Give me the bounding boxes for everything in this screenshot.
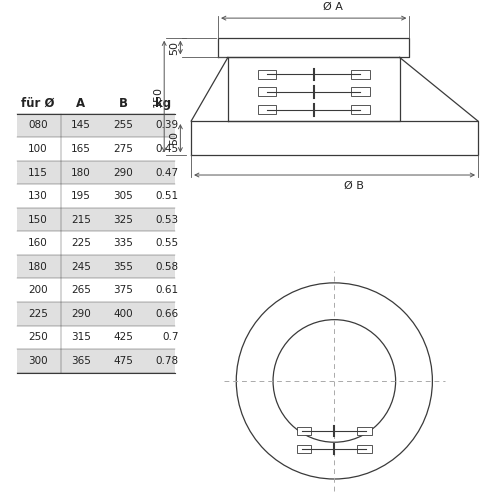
Text: 225: 225	[71, 238, 91, 248]
Text: 475: 475	[113, 356, 133, 366]
Bar	[17, 208, 175, 232]
Text: 0.39: 0.39	[156, 120, 179, 130]
Text: 0.53: 0.53	[156, 214, 179, 224]
Text: 215: 215	[71, 214, 91, 224]
Text: 305: 305	[113, 191, 133, 201]
Text: 0.47: 0.47	[156, 168, 179, 177]
Text: 180: 180	[71, 168, 90, 177]
Text: 290: 290	[71, 309, 90, 319]
Text: 365: 365	[71, 356, 91, 366]
Text: 400: 400	[113, 309, 133, 319]
Text: 0.66: 0.66	[156, 309, 179, 319]
Text: 250: 250	[28, 332, 48, 342]
Text: 150: 150	[152, 86, 162, 107]
Bar	[17, 114, 175, 138]
Text: 275: 275	[113, 144, 133, 154]
Text: 0.45: 0.45	[156, 144, 179, 154]
Bar	[17, 161, 175, 184]
Bar	[296, 444, 312, 452]
Text: 355: 355	[113, 262, 133, 272]
Circle shape	[273, 320, 396, 442]
Text: 0.58: 0.58	[156, 262, 179, 272]
Text: 225: 225	[28, 309, 48, 319]
Text: 255: 255	[113, 120, 133, 130]
Bar	[17, 349, 175, 372]
Bar	[17, 255, 175, 278]
Bar	[358, 444, 372, 452]
Text: 0.55: 0.55	[156, 238, 179, 248]
Text: 200: 200	[28, 285, 48, 295]
Text: 145: 145	[71, 120, 91, 130]
Text: 50: 50	[170, 131, 179, 145]
Circle shape	[236, 283, 432, 479]
Text: 160: 160	[28, 238, 48, 248]
Text: B: B	[118, 97, 128, 110]
Text: A: A	[76, 97, 86, 110]
Text: 195: 195	[71, 191, 91, 201]
Bar	[258, 106, 276, 114]
Text: 130: 130	[28, 191, 48, 201]
Bar	[351, 70, 370, 79]
Text: 0.7: 0.7	[162, 332, 179, 342]
Text: 300: 300	[28, 356, 48, 366]
Text: für Ø: für Ø	[21, 97, 54, 110]
Bar	[351, 106, 370, 114]
Bar	[258, 70, 276, 79]
Text: 325: 325	[113, 214, 133, 224]
Bar	[358, 427, 372, 435]
Text: 245: 245	[71, 262, 91, 272]
Text: 100: 100	[28, 144, 48, 154]
Text: 0.61: 0.61	[156, 285, 179, 295]
Bar	[351, 87, 370, 96]
Text: Ø A: Ø A	[324, 2, 344, 12]
Text: 150: 150	[28, 214, 48, 224]
Text: 425: 425	[113, 332, 133, 342]
Text: 335: 335	[113, 238, 133, 248]
Text: 50: 50	[170, 40, 179, 54]
Bar	[296, 427, 312, 435]
Bar	[17, 302, 175, 326]
Text: 115: 115	[28, 168, 48, 177]
Text: kg: kg	[155, 97, 171, 110]
Text: Ø B: Ø B	[344, 181, 364, 191]
Text: 165: 165	[71, 144, 91, 154]
Text: 290: 290	[113, 168, 133, 177]
Text: 0.51: 0.51	[156, 191, 179, 201]
Text: 180: 180	[28, 262, 48, 272]
Text: 265: 265	[71, 285, 91, 295]
Text: 375: 375	[113, 285, 133, 295]
Text: 080: 080	[28, 120, 48, 130]
Text: 315: 315	[71, 332, 91, 342]
Bar	[258, 87, 276, 96]
Text: 0.78: 0.78	[156, 356, 179, 366]
